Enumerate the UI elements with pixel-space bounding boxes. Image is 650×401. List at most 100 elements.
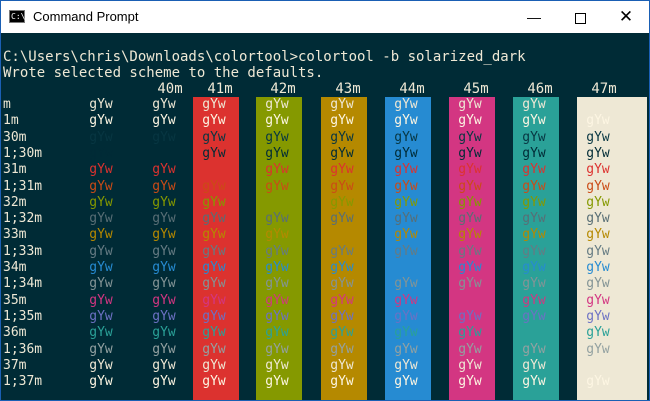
sample-cell: gYw — [586, 325, 610, 341]
sample-cell: gYw — [522, 129, 546, 145]
close-button[interactable]: ✕ — [603, 1, 649, 33]
sample-cell: gYw — [522, 276, 546, 292]
sample-cell: gYw — [458, 113, 482, 129]
sample-cell: gYw — [89, 145, 113, 161]
row-label: 37m — [3, 357, 27, 373]
console-output[interactable]: C:\Users\chris\Downloads\colortool>color… — [1, 33, 649, 400]
maximize-icon — [574, 12, 586, 24]
sample-cell: gYw — [152, 194, 176, 210]
background-column-45m — [449, 97, 495, 400]
sample-cell: gYw — [394, 211, 418, 227]
output-line: Wrote selected scheme to the defaults. — [3, 65, 324, 81]
sample-cell: gYw — [522, 227, 546, 243]
background-column-42m — [256, 97, 302, 400]
sample-cell: gYw — [202, 178, 226, 194]
sample-cell: gYw — [265, 341, 289, 357]
sample-cell: gYw — [394, 243, 418, 259]
command-line: C:\Users\chris\Downloads\colortool>color… — [3, 49, 526, 65]
sample-cell: gYw — [458, 260, 482, 275]
background-column-44m — [385, 97, 431, 400]
column-header: 46m — [527, 81, 553, 97]
sample-cell: gYw — [330, 243, 354, 259]
background-column-43m — [321, 97, 367, 400]
sample-cell: gYw — [265, 145, 289, 161]
sample-cell: gYw — [522, 243, 546, 259]
sample-cell: gYw — [152, 308, 176, 324]
sample-cell: gYw — [152, 260, 176, 275]
sample-cell: gYw — [458, 341, 482, 357]
sample-cell: gYw — [89, 374, 113, 390]
row-label: 35m — [3, 292, 27, 308]
sample-cell: gYw — [458, 276, 482, 292]
sample-cell: gYw — [522, 97, 546, 112]
background-column-46m — [513, 97, 559, 400]
sample-cell: gYw — [458, 227, 482, 243]
sample-cell: gYw — [265, 243, 289, 259]
row-label: 1;32m — [3, 211, 43, 227]
sample-cell: gYw — [202, 194, 226, 210]
sample-cell: gYw — [89, 260, 113, 275]
sample-cell: gYw — [330, 113, 354, 129]
sample-cell: gYw — [330, 341, 354, 357]
sample-cell: gYw — [152, 357, 176, 373]
sample-cell: gYw — [586, 129, 610, 145]
maximize-button[interactable] — [557, 1, 603, 33]
sample-cell: gYw — [394, 325, 418, 341]
sample-cell: gYw — [265, 211, 289, 227]
sample-cell: gYw — [394, 276, 418, 292]
command-prompt-icon[interactable]: C:\ — [9, 10, 26, 23]
sample-cell: gYw — [265, 357, 289, 373]
sample-cell: gYw — [586, 145, 610, 161]
sample-cell: gYw — [265, 129, 289, 145]
sample-cell: gYw — [265, 276, 289, 292]
column-header: 40m — [157, 81, 183, 97]
row-label: 36m — [3, 325, 27, 341]
sample-cell: gYw — [265, 97, 289, 112]
sample-cell: gYw — [394, 178, 418, 194]
sample-cell: gYw — [330, 145, 354, 161]
sample-cell: gYw — [522, 374, 546, 390]
sample-cell: gYw — [522, 357, 546, 373]
sample-cell: gYw — [522, 145, 546, 161]
sample-cell: gYw — [265, 260, 289, 275]
sample-cell: gYw — [394, 145, 418, 161]
sample-cell: gYw — [152, 276, 176, 292]
title-bar[interactable]: C:\ Command Prompt — ✕ — [1, 1, 649, 33]
sample-cell: gYw — [458, 129, 482, 145]
sample-cell: gYw — [202, 357, 226, 373]
sample-cell: gYw — [265, 178, 289, 194]
close-icon: ✕ — [618, 7, 634, 26]
sample-cell: gYw — [152, 292, 176, 308]
sample-cell: gYw — [89, 357, 113, 373]
sample-cell: gYw — [394, 308, 418, 324]
sample-cell: gYw — [89, 129, 113, 145]
sample-cell: gYw — [202, 292, 226, 308]
sample-cell: gYw — [586, 162, 610, 178]
sample-cell: gYw — [586, 194, 610, 210]
sample-cell: gYw — [586, 211, 610, 227]
column-header: 43m — [335, 81, 361, 97]
sample-cell: gYw — [586, 97, 610, 112]
column-header: 41m — [207, 81, 233, 97]
row-label: 1;33m — [3, 243, 43, 259]
sample-cell: gYw — [152, 162, 176, 178]
sample-cell: gYw — [458, 145, 482, 161]
column-header: 42m — [270, 81, 296, 97]
sample-cell: gYw — [458, 325, 482, 341]
sample-cell: gYw — [394, 357, 418, 373]
sample-cell: gYw — [152, 129, 176, 145]
sample-cell: gYw — [202, 374, 226, 390]
minimize-button[interactable]: — — [511, 1, 557, 33]
sample-cell: gYw — [265, 292, 289, 308]
sample-cell: gYw — [394, 162, 418, 178]
sample-cell: gYw — [265, 162, 289, 178]
sample-cell: gYw — [330, 260, 354, 275]
sample-cell: gYw — [89, 341, 113, 357]
row-label: 1;37m — [3, 374, 43, 390]
row-label: 34m — [3, 260, 27, 275]
sample-cell: gYw — [202, 211, 226, 227]
sample-cell: gYw — [458, 357, 482, 373]
sample-cell: gYw — [202, 308, 226, 324]
sample-cell: gYw — [330, 276, 354, 292]
